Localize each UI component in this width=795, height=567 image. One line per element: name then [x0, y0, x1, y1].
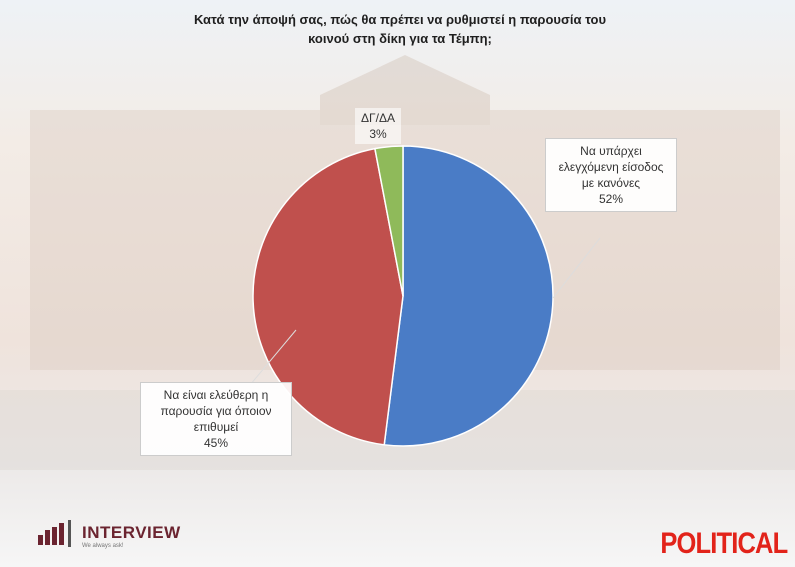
- category-label: ΔΓ/ΔΑ: [357, 110, 399, 126]
- pollster-logo: INTERVIEW: [82, 523, 181, 543]
- value-label: 3%: [357, 126, 399, 142]
- chart: [0, 0, 795, 567]
- chart-title: Κατά την άποψή σας, πώς θα πρέπει να ρυθ…: [180, 10, 620, 48]
- value-label: 52%: [552, 191, 670, 207]
- pollster-tagline: We always ask!: [82, 543, 124, 549]
- page: Κατά την άποψή σας, πώς θα πρέπει να ρυθ…: [0, 0, 795, 567]
- slice-label: Να είναι ελεύθερη η παρουσία για όποιον …: [140, 382, 292, 456]
- category-label: Να υπάρχει ελεγχόμενη είσοδος με κανόνες: [552, 143, 670, 191]
- category-label: Να είναι ελεύθερη η παρουσία για όποιον …: [147, 387, 285, 435]
- interview-icon: [38, 520, 71, 547]
- value-label: 45%: [147, 435, 285, 451]
- outlet-logo: POLITICAL: [660, 527, 787, 561]
- slice-label: Να υπάρχει ελεγχόμενη είσοδος με κανόνες…: [545, 138, 677, 212]
